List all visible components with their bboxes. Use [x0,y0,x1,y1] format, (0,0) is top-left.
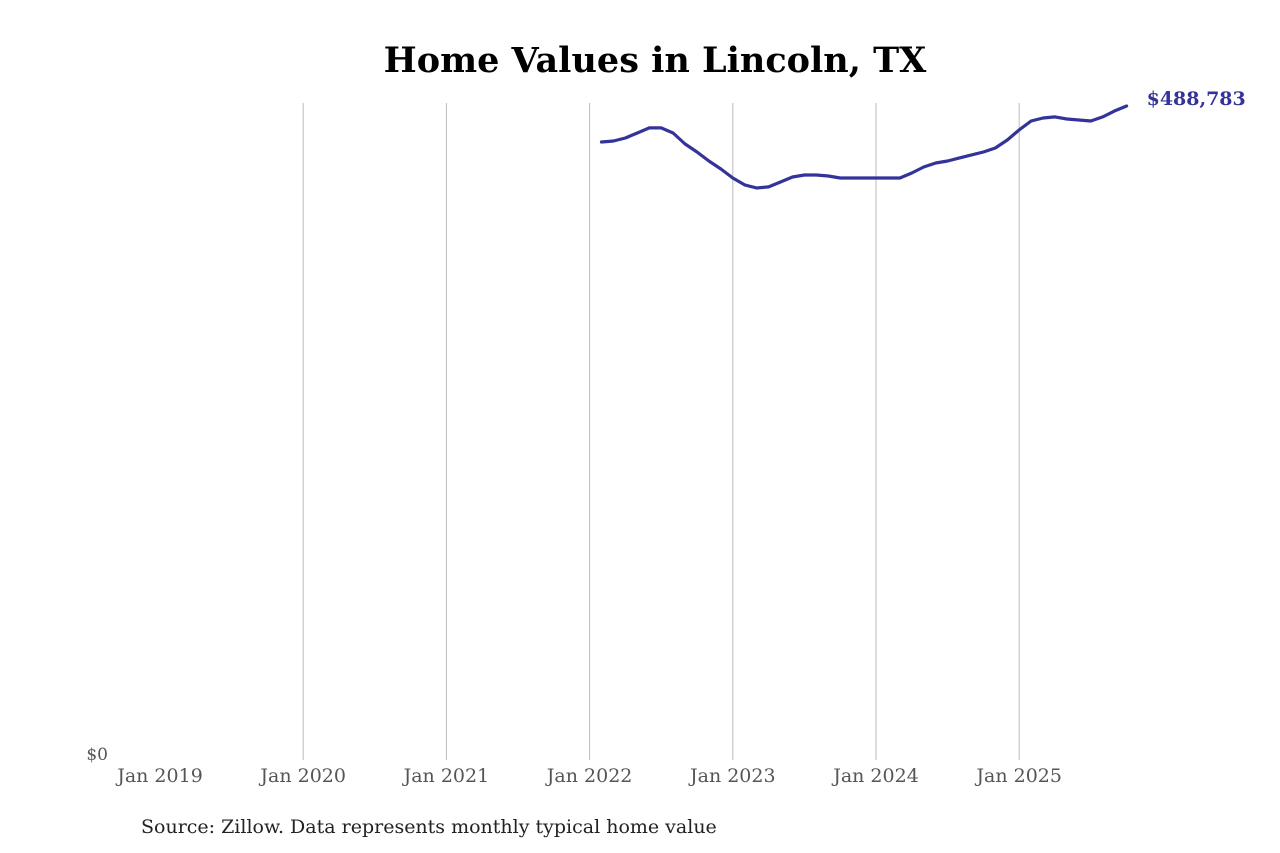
x-tick-label: Jan 2024 [831,765,919,787]
x-tick-label: Jan 2023 [688,765,776,787]
x-tick-label: Jan 2021 [402,765,490,787]
chart-title: Home Values in Lincoln, TX [383,40,927,81]
end-value-label: $488,783 [1147,88,1246,110]
y-tick-label: $0 [86,745,108,765]
x-tick-label: Jan 2025 [974,765,1062,787]
x-tick-label: Jan 2019 [115,765,203,787]
source-note: Source: Zillow. Data represents monthly … [141,816,717,838]
x-tick-label: Jan 2020 [258,765,346,787]
series-line [599,104,1129,190]
x-tick-label: Jan 2022 [545,765,633,787]
